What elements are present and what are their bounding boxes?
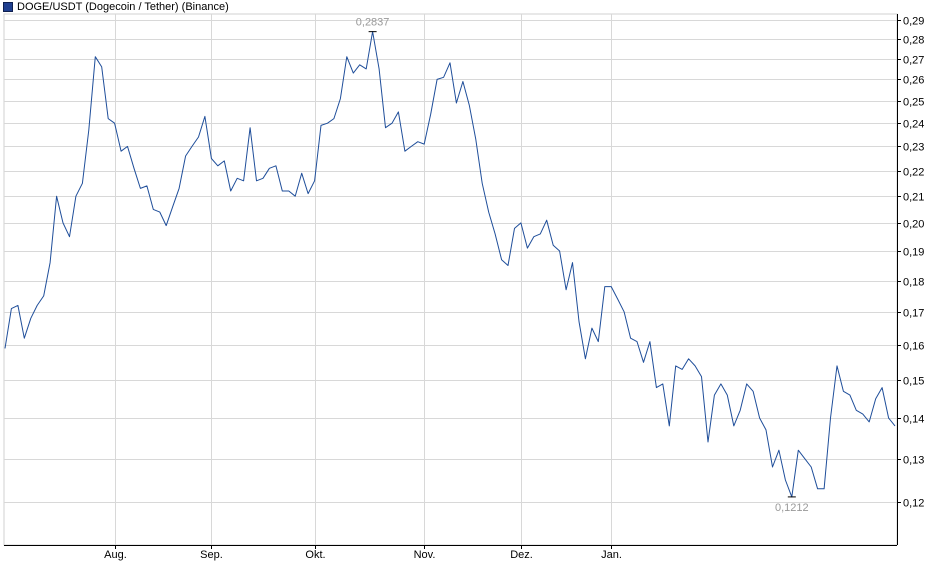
y-tick-label: 0,21 [903,192,924,204]
y-tick-label: 0,19 [903,247,924,259]
legend-label: DOGE/USDT (Dogecoin / Tether) (Binance) [17,0,229,13]
series-line [4,31,896,498]
y-tick-label: 0,20 [903,219,924,231]
high-value-label: 0,2837 [356,17,390,29]
y-tick-label: 0,14 [903,414,924,426]
y-tick-label: 0,26 [903,75,924,87]
y-tick-label: 0,23 [903,142,924,154]
low-value-label: 0,1212 [775,502,809,514]
y-tick-label: 0,15 [903,376,924,388]
axes: 0,12 0,13 0,14 0,15 0,16 0,17 0,18 0,19 0,20 0,21… [4,14,924,561]
y-tick-label: 0,28 [903,35,924,47]
x-tick-label: Dez. [510,549,533,561]
y-tick-label: 0,25 [903,97,924,109]
y-tick-label: 0,13 [903,455,924,467]
x-tick-label: Nov. [414,549,436,561]
y-tick-label: 0,22 [903,167,924,179]
annotations: 0,2837 0,1212 [356,17,809,514]
y-tick-label: 0,27 [903,55,924,67]
legend-swatch [3,1,13,12]
chart-legend: DOGE/USDT (Dogecoin / Tether) (Binance) [3,0,229,13]
y-tick-label: 0,17 [903,308,924,320]
y-tick-label: 0,12 [903,498,924,510]
x-tick-label: Okt. [305,549,325,561]
y-tick-label: 0,24 [903,119,924,131]
x-tick-label: Jan. [601,549,622,561]
grid [3,13,898,546]
x-tick-label: Aug. [104,549,127,561]
low-marker: 0,1212 [775,496,809,514]
y-tick-label: 0,18 [903,277,924,289]
plot-area [3,13,898,546]
x-tick-label: Sep. [200,549,223,561]
high-marker: 0,2837 [356,17,390,33]
y-tick-label: 0,29 [903,16,924,28]
y-tick-label: 0,16 [903,341,924,353]
series-layer [4,31,896,498]
